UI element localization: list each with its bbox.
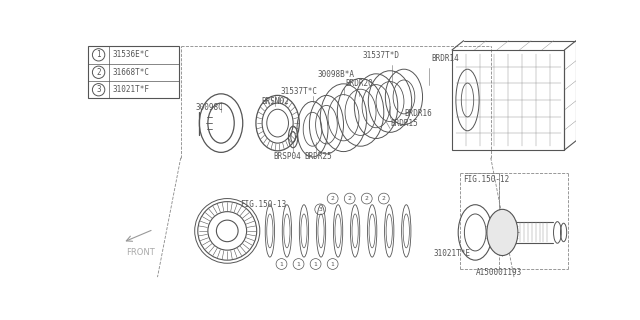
Text: 2: 2: [365, 196, 369, 201]
Text: 2: 2: [96, 68, 101, 77]
Text: 31668T*C: 31668T*C: [113, 68, 150, 77]
Text: 30098B*A: 30098B*A: [317, 70, 355, 79]
Text: FIG.150-13: FIG.150-13: [239, 200, 286, 209]
Text: BRDR20: BRDR20: [345, 79, 373, 88]
Text: BRSP04: BRSP04: [274, 152, 301, 161]
Text: FRONT: FRONT: [127, 248, 156, 257]
Text: 30098C: 30098C: [196, 103, 223, 112]
Text: BRDR15: BRDR15: [390, 119, 418, 129]
Text: 1: 1: [314, 261, 317, 267]
Text: 1: 1: [96, 50, 101, 59]
Text: 2: 2: [331, 196, 335, 201]
Text: 3: 3: [96, 85, 101, 94]
Text: 31536E*C: 31536E*C: [113, 50, 150, 59]
Text: BRDR16: BRDR16: [404, 109, 432, 118]
Bar: [452, 50, 564, 150]
Text: BRDR14: BRDR14: [431, 54, 459, 63]
Text: A150001193: A150001193: [476, 268, 522, 277]
Bar: [88, 46, 179, 99]
Ellipse shape: [487, 209, 518, 256]
Text: 31537T*D: 31537T*D: [362, 51, 399, 60]
Text: 31021T*E: 31021T*E: [433, 249, 470, 258]
Text: 1: 1: [297, 261, 300, 267]
Text: BRSN02: BRSN02: [261, 97, 289, 106]
Text: 31537T*C: 31537T*C: [281, 87, 318, 96]
Text: 3: 3: [318, 207, 322, 212]
Text: FIG.150-12: FIG.150-12: [463, 175, 510, 184]
Text: BRDR25: BRDR25: [305, 152, 333, 161]
Text: 31021T*F: 31021T*F: [113, 85, 150, 94]
Text: 1: 1: [280, 261, 284, 267]
Text: 2: 2: [348, 196, 351, 201]
Text: 2: 2: [382, 196, 386, 201]
Text: 1: 1: [331, 261, 335, 267]
